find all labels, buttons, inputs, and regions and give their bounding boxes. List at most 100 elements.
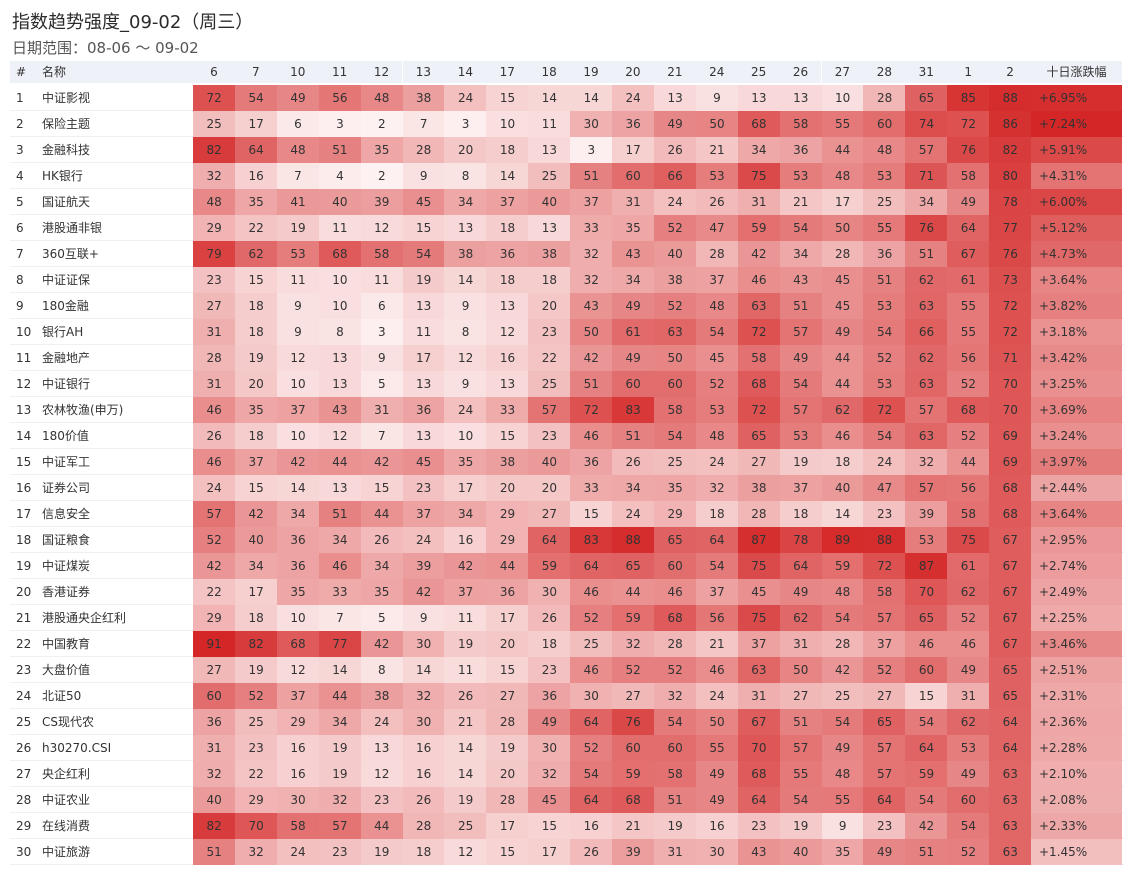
heat-cell: 58 bbox=[737, 345, 781, 371]
heat-cell: 54 bbox=[863, 423, 906, 449]
heat-cell: 27 bbox=[528, 501, 571, 527]
heat-cell: 45 bbox=[821, 293, 864, 319]
heat-cell: 83 bbox=[612, 397, 655, 423]
row-name: 在线消费 bbox=[42, 819, 91, 833]
row-rank: 26 bbox=[16, 741, 32, 755]
heat-cell: 43 bbox=[570, 293, 613, 319]
heat-cell: 13 bbox=[318, 345, 362, 371]
heat-cell: 56 bbox=[947, 475, 990, 501]
heat-cell: 18 bbox=[234, 605, 278, 631]
heat-cell: 31 bbox=[653, 839, 697, 865]
row-rank: 3 bbox=[16, 143, 24, 157]
heat-cell: 52 bbox=[570, 605, 613, 631]
column-header: 6 bbox=[193, 61, 235, 83]
heat-cell: 88 bbox=[863, 527, 906, 553]
heat-cell: 67 bbox=[989, 579, 1032, 605]
row-rank: 18 bbox=[16, 533, 32, 547]
heat-cell: 13 bbox=[528, 215, 571, 241]
heat-cell: 24 bbox=[444, 85, 487, 111]
heat-cell: 25 bbox=[528, 371, 571, 397]
heat-cell: 65 bbox=[612, 553, 655, 579]
heat-cell: 51 bbox=[570, 371, 613, 397]
heat-cell: 14 bbox=[402, 657, 445, 683]
row-name: 证券公司 bbox=[42, 481, 91, 495]
heat-cell: 28 bbox=[821, 631, 864, 657]
heat-cell: 31 bbox=[193, 319, 236, 345]
heat-cell: 43 bbox=[737, 839, 781, 865]
heat-cell: 19 bbox=[779, 449, 822, 475]
heat-cell: 54 bbox=[905, 709, 948, 735]
heat-cell: 16 bbox=[234, 163, 278, 189]
heat-cell: 59 bbox=[905, 761, 948, 787]
heat-cell: 36 bbox=[486, 579, 529, 605]
heat-cell: 46 bbox=[193, 449, 236, 475]
heat-cell: 63 bbox=[989, 787, 1032, 813]
heat-cell: 31 bbox=[947, 683, 990, 709]
row-rank: 2 bbox=[16, 117, 24, 131]
heat-cell: 62 bbox=[234, 241, 278, 267]
heat-cell: 18 bbox=[234, 423, 278, 449]
heat-cell: 54 bbox=[234, 85, 278, 111]
column-header: 17 bbox=[486, 61, 529, 83]
change-cell: +7.24% bbox=[1031, 111, 1122, 137]
change-cell: +2.33% bbox=[1031, 813, 1122, 839]
heat-cell: 7 bbox=[318, 605, 362, 631]
column-header: 13 bbox=[402, 61, 445, 83]
heat-cell: 14 bbox=[318, 657, 362, 683]
heat-cell: 53 bbox=[905, 527, 948, 553]
change-cell: +2.44% bbox=[1031, 475, 1122, 501]
row-name: 港股通央企红利 bbox=[42, 611, 127, 625]
heat-cell: 40 bbox=[528, 189, 571, 215]
heat-cell: 48 bbox=[821, 579, 864, 605]
heat-cell: 75 bbox=[947, 527, 990, 553]
heat-cell: 28 bbox=[737, 501, 781, 527]
row-rank: 24 bbox=[16, 689, 32, 703]
heat-cell: 32 bbox=[193, 761, 236, 787]
heat-cell: 14 bbox=[444, 267, 487, 293]
heat-cell: 56 bbox=[318, 85, 362, 111]
heat-cell: 57 bbox=[863, 761, 906, 787]
heat-cell: 49 bbox=[947, 657, 990, 683]
change-cell: +2.49% bbox=[1031, 579, 1122, 605]
heat-cell: 68 bbox=[653, 605, 697, 631]
heat-cell: 53 bbox=[276, 241, 320, 267]
heat-cell: 51 bbox=[779, 293, 822, 319]
row-name: 中证煤炭 bbox=[42, 559, 91, 573]
heat-cell: 76 bbox=[989, 241, 1032, 267]
heat-cell: 43 bbox=[318, 397, 362, 423]
row-name: HK银行 bbox=[42, 169, 83, 183]
column-header: 14 bbox=[444, 61, 487, 83]
heat-cell: 16 bbox=[402, 735, 445, 761]
heat-cell: 62 bbox=[821, 397, 864, 423]
heat-cell: 28 bbox=[821, 241, 864, 267]
heat-cell: 54 bbox=[570, 761, 613, 787]
heat-cell: 49 bbox=[863, 839, 906, 865]
heat-cell: 50 bbox=[779, 657, 822, 683]
heat-cell: 7 bbox=[402, 111, 445, 137]
heat-cell: 36 bbox=[402, 397, 445, 423]
heat-cell: 14 bbox=[486, 163, 529, 189]
heat-cell: 58 bbox=[779, 111, 822, 137]
row-name: 保险主题 bbox=[42, 117, 91, 131]
heat-cell: 83 bbox=[570, 527, 613, 553]
heat-cell: 77 bbox=[989, 215, 1032, 241]
heat-cell: 52 bbox=[653, 215, 697, 241]
heat-cell: 33 bbox=[570, 475, 613, 501]
heat-cell: 60 bbox=[947, 787, 990, 813]
heat-cell: 25 bbox=[653, 449, 697, 475]
heat-cell: 44 bbox=[612, 579, 655, 605]
heat-cell: 24 bbox=[276, 839, 320, 865]
heat-cell: 54 bbox=[695, 319, 739, 345]
heat-cell: 66 bbox=[905, 319, 948, 345]
heat-cell: 60 bbox=[612, 163, 655, 189]
heat-cell: 34 bbox=[318, 527, 362, 553]
heat-cell: 57 bbox=[905, 475, 948, 501]
heat-cell: 60 bbox=[653, 371, 697, 397]
heat-cell: 88 bbox=[612, 527, 655, 553]
heat-cell: 67 bbox=[989, 631, 1032, 657]
heat-cell: 9 bbox=[695, 85, 739, 111]
heat-cell: 53 bbox=[947, 735, 990, 761]
heat-cell: 36 bbox=[276, 553, 320, 579]
heat-cell: 73 bbox=[989, 267, 1032, 293]
row-name: 180价值 bbox=[42, 429, 89, 443]
